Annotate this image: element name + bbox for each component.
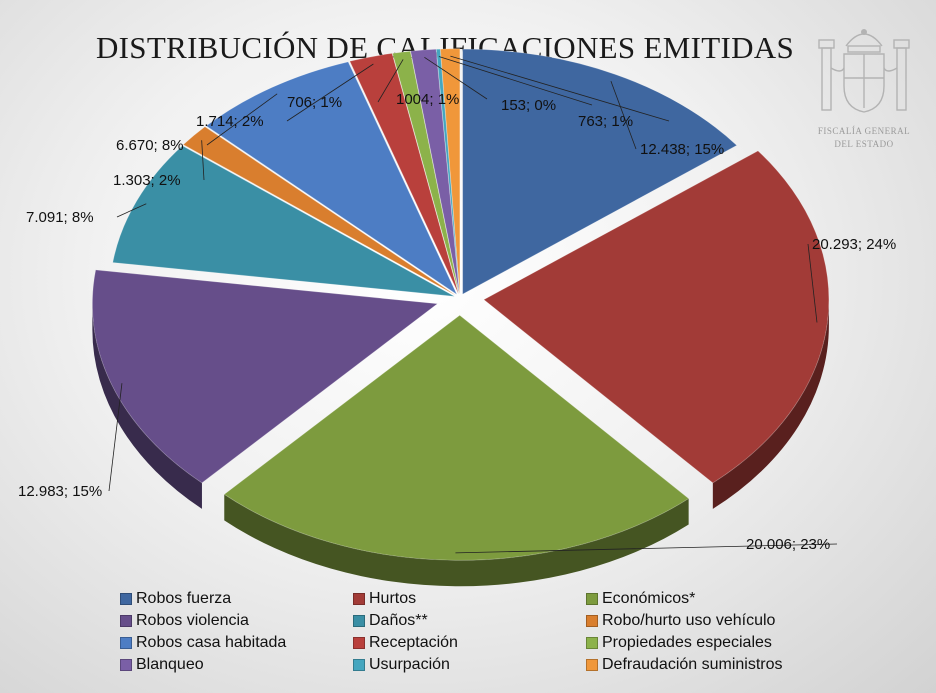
pie-slice-side	[224, 494, 689, 587]
legend-swatch	[586, 658, 598, 671]
data-label: 153; 0%	[501, 97, 556, 114]
legend-label: Defraudación suministros	[602, 655, 783, 673]
pie-slice-side	[712, 299, 829, 509]
pie-slice-propiedades-especiales	[392, 50, 460, 294]
legend-label: Daños**	[369, 611, 428, 629]
leader-line	[206, 93, 278, 146]
pie-slice-robos-casa-habitada	[205, 61, 458, 296]
pie-slice-receptaci-n	[349, 52, 459, 294]
data-label: 1.303; 2%	[113, 172, 181, 189]
leader-line	[108, 383, 123, 492]
legend-item: Hurtos	[353, 588, 586, 609]
legend-item: Propiedades especiales	[586, 632, 836, 653]
leader-line	[610, 80, 637, 150]
legend-swatch	[586, 636, 598, 649]
legend-swatch	[353, 614, 365, 627]
leader-line	[377, 59, 404, 103]
data-label: 763; 1%	[578, 113, 633, 130]
leader-line	[450, 55, 670, 122]
logo-text-line1: FISCALÍA GENERAL	[817, 126, 911, 136]
pie-slice-robo-hurto-uso-veh-culo	[182, 126, 456, 296]
legend-swatch	[353, 592, 365, 605]
legend-swatch	[586, 592, 598, 605]
data-label: 12.438; 15%	[640, 141, 724, 158]
pie-slice-robos-violencia	[91, 269, 439, 484]
logo-text-line2: DEL ESTADO	[834, 139, 894, 149]
legend-label: Propiedades especiales	[602, 633, 772, 651]
data-label: 1004; 1%	[396, 91, 459, 108]
chart-legend: Robos fuerza Hurtos Económicos* Robos viole…	[120, 588, 840, 675]
leader-line	[438, 56, 593, 106]
data-label: 12.983; 15%	[18, 483, 102, 500]
pie-slice-econ-micos	[223, 314, 690, 561]
fiscalia-logo: FISCALÍA GENERAL DEL ESTADO	[808, 18, 920, 158]
legend-swatch	[586, 614, 598, 627]
legend-swatch	[120, 614, 132, 627]
legend-item: Daños**	[353, 610, 586, 631]
leader-line	[116, 203, 147, 218]
legend-swatch	[120, 636, 132, 649]
legend-swatch	[120, 592, 132, 605]
leader-line	[455, 543, 838, 554]
legend-item: Robos violencia	[120, 610, 353, 631]
legend-item: Robos fuerza	[120, 588, 353, 609]
legend-swatch	[353, 636, 365, 649]
legend-item: Económicos*	[586, 588, 836, 609]
coat-of-arms-icon	[818, 29, 910, 113]
pie-slice-blanqueo	[410, 48, 460, 294]
pie-slice-da-os	[112, 145, 455, 297]
legend-item: Robos casa habitada	[120, 632, 353, 653]
pie-slice-robos-fuerza	[462, 48, 738, 295]
legend-item: Defraudación suministros	[586, 654, 836, 675]
legend-label: Robos casa habitada	[136, 633, 287, 651]
data-label: 7.091; 8%	[26, 209, 94, 226]
legend-item: Robo/hurto uso vehículo	[586, 610, 836, 631]
leader-line	[807, 243, 818, 323]
pie-slice-side	[92, 303, 202, 509]
pie-slice-hurtos	[483, 150, 830, 484]
legend-item: Usurpación	[353, 654, 586, 675]
data-label: 706; 1%	[287, 94, 342, 111]
data-label: 20.293; 24%	[812, 236, 896, 253]
data-label: 1.714; 2%	[196, 113, 264, 130]
data-label: 6.670; 8%	[116, 137, 184, 154]
legend-label: Blanqueo	[136, 655, 204, 673]
legend-label: Usurpación	[369, 655, 450, 673]
legend-label: Hurtos	[369, 589, 417, 607]
legend-swatch	[120, 658, 132, 671]
data-label: 20.006; 23%	[746, 536, 830, 553]
pie-slice-usurpaci-n	[435, 48, 461, 294]
leader-line	[286, 63, 374, 122]
legend-label: Robos violencia	[136, 611, 249, 629]
legend-item: Receptación	[353, 632, 586, 653]
legend-item: Blanqueo	[120, 654, 353, 675]
legend-label: Robo/hurto uso vehículo	[602, 611, 776, 629]
leader-line	[201, 140, 205, 181]
legend-label: Receptación	[369, 633, 458, 651]
pie-slice-defraudaci-n-suministros	[439, 48, 461, 294]
legend-swatch	[353, 658, 365, 671]
legend-label: Robos fuerza	[136, 589, 232, 607]
legend-label: Económicos*	[602, 589, 696, 607]
leader-line	[424, 57, 488, 100]
